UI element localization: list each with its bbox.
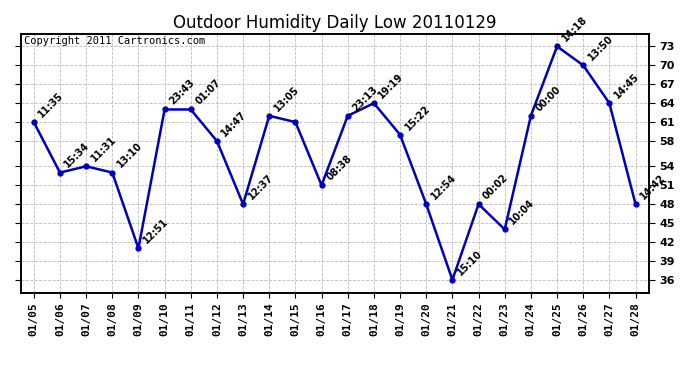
Text: 01:07: 01:07 — [193, 78, 223, 107]
Text: 14:42: 14:42 — [638, 172, 667, 201]
Text: 12:37: 12:37 — [246, 172, 275, 201]
Text: 13:10: 13:10 — [115, 141, 144, 170]
Text: 00:02: 00:02 — [482, 172, 511, 201]
Text: 14:18: 14:18 — [560, 15, 589, 44]
Text: 00:00: 00:00 — [533, 84, 562, 113]
Text: Copyright 2011 Cartronics.com: Copyright 2011 Cartronics.com — [24, 36, 205, 46]
Title: Outdoor Humidity Daily Low 20110129: Outdoor Humidity Daily Low 20110129 — [173, 14, 496, 32]
Text: 11:35: 11:35 — [37, 90, 66, 119]
Text: 15:10: 15:10 — [455, 248, 484, 277]
Text: 14:47: 14:47 — [219, 109, 248, 138]
Text: 19:19: 19:19 — [377, 71, 406, 100]
Text: 13:50: 13:50 — [586, 33, 615, 63]
Text: 15:22: 15:22 — [403, 103, 432, 132]
Text: 15:34: 15:34 — [63, 141, 92, 170]
Text: 13:05: 13:05 — [272, 84, 301, 113]
Text: 12:54: 12:54 — [429, 172, 458, 201]
Text: 23:43: 23:43 — [168, 78, 197, 107]
Text: 08:38: 08:38 — [324, 153, 353, 182]
Text: 10:04: 10:04 — [507, 198, 537, 226]
Text: 14:45: 14:45 — [612, 71, 641, 100]
Text: 12:51: 12:51 — [141, 216, 170, 246]
Text: 11:31: 11:31 — [89, 135, 118, 164]
Text: 23:13: 23:13 — [351, 84, 380, 113]
